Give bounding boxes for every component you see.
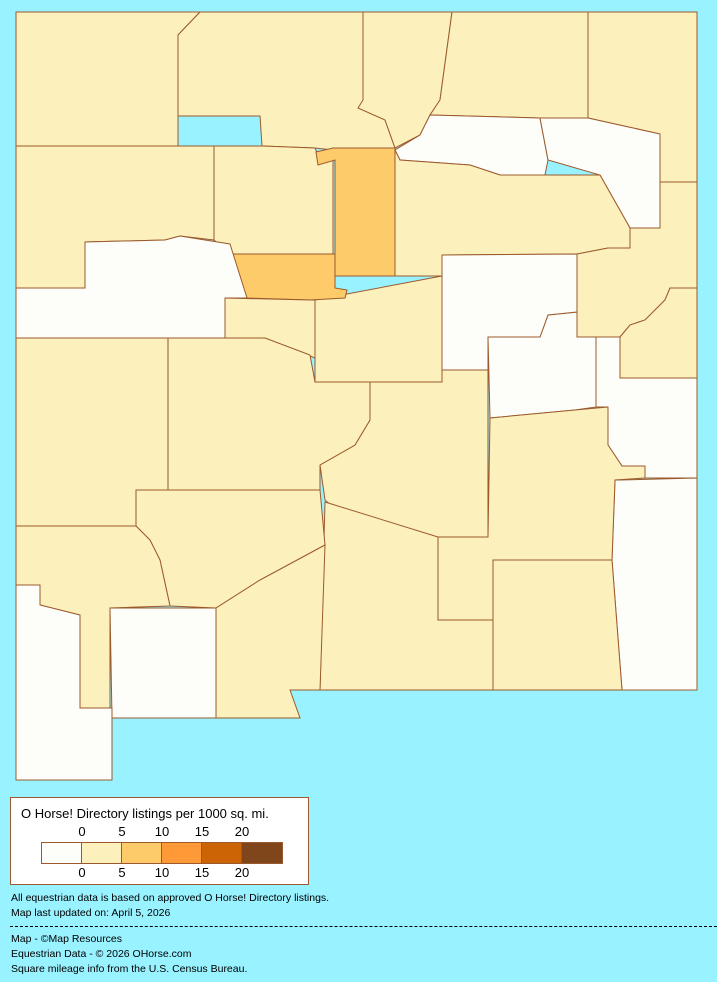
legend-tick-top: 20: [234, 824, 250, 839]
county: [15, 235, 248, 339]
legend-title: O Horse! Directory listings per 1000 sq.…: [21, 806, 269, 821]
data-credit: Equestrian Data - © 2026 OHorse.com: [11, 948, 192, 960]
legend: O Horse! Directory listings per 1000 sq.…: [10, 797, 309, 885]
legend-swatch: [162, 843, 202, 863]
legend-swatch: [242, 843, 282, 863]
legend-tick-top: 15: [194, 824, 210, 839]
county: [611, 477, 698, 691]
legend-tick-bottom: 20: [234, 865, 250, 880]
legend-swatch: [82, 843, 122, 863]
county: [441, 253, 578, 371]
county-map: [15, 11, 698, 781]
county: [15, 584, 113, 781]
legend-tick-bottom: 15: [194, 865, 210, 880]
legend-swatch: [122, 843, 162, 863]
county: [315, 147, 396, 277]
county: [215, 544, 326, 719]
county: [429, 11, 589, 119]
map-credit: Map - ©Map Resources: [11, 933, 123, 945]
county: [492, 559, 623, 691]
county: [213, 145, 334, 255]
legend-tick-top: 0: [78, 824, 86, 839]
legend-tick-top: 5: [118, 824, 126, 839]
county: [229, 253, 348, 301]
legend-color-bar: [41, 842, 283, 864]
divider: [10, 926, 717, 927]
data-note: All equestrian data is based on approved…: [11, 892, 330, 904]
county: [177, 11, 396, 151]
legend-tick-bottom: 5: [118, 865, 126, 880]
county: [109, 607, 217, 719]
legend-tick-top: 10: [154, 824, 170, 839]
legend-tick-bottom: 0: [78, 865, 86, 880]
legend-swatch: [202, 843, 242, 863]
county: [15, 11, 202, 147]
last-updated: Map last updated on: April 5, 2026: [11, 907, 171, 919]
legend-tick-bottom: 10: [154, 865, 170, 880]
census-credit: Square mileage info from the U.S. Census…: [11, 963, 248, 975]
legend-swatch: [42, 843, 82, 863]
